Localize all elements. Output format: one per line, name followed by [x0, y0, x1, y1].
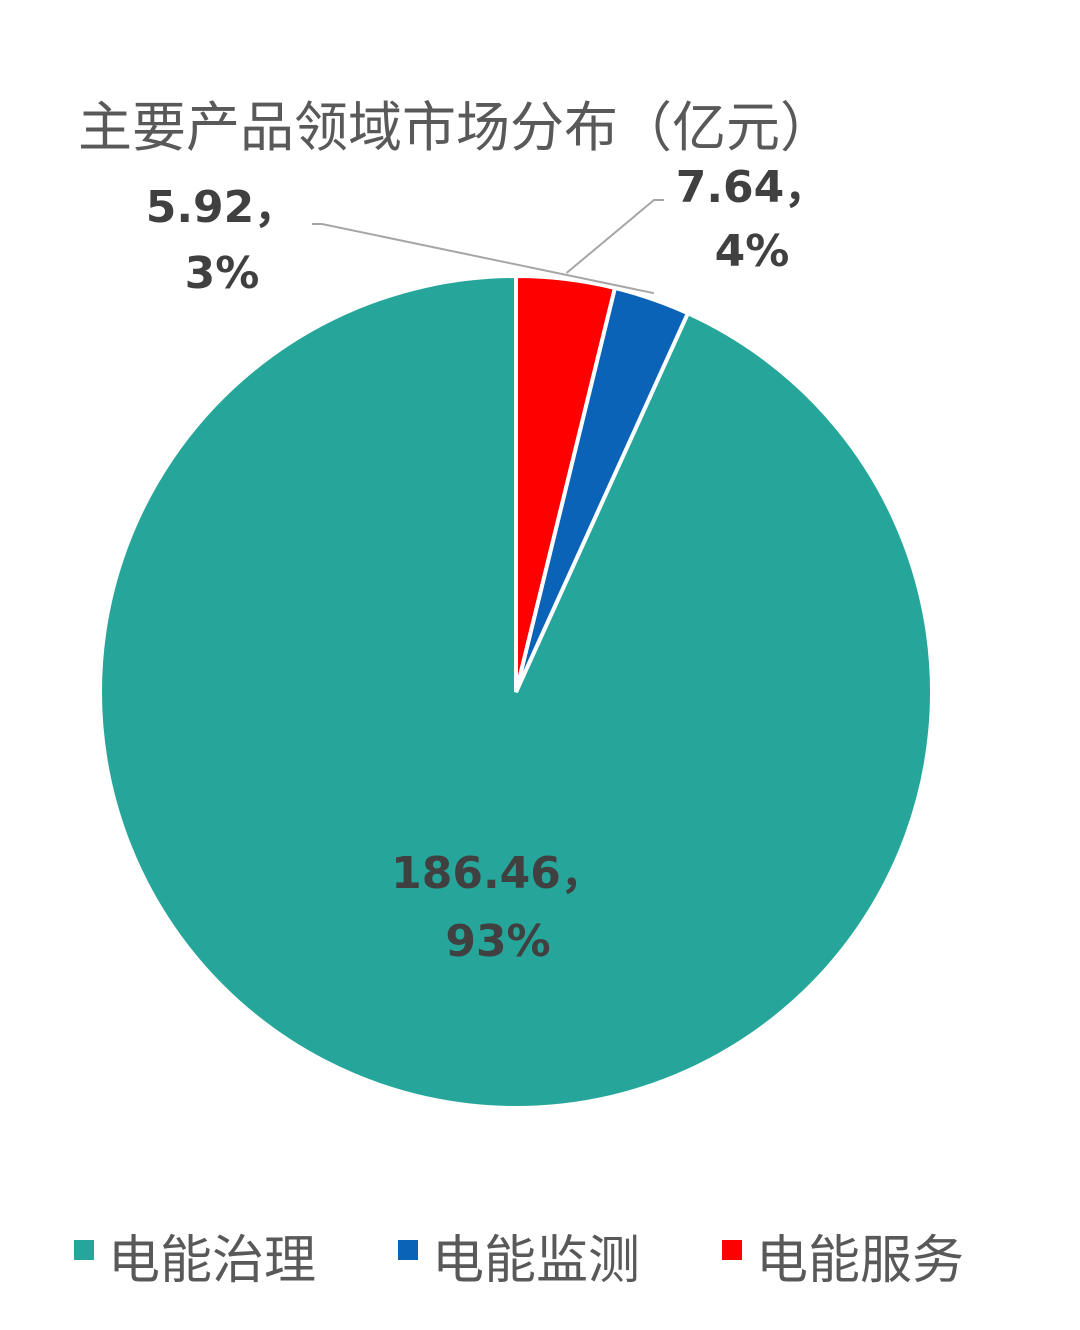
data-label-value-2: 7.64， [676, 162, 829, 213]
data-label-percent-2: 4% [715, 226, 790, 277]
leader-lines [312, 199, 664, 295]
data-label-percent-0: 93% [445, 916, 550, 967]
leader-line-1 [312, 223, 655, 295]
data-label-value-0: 186.46， [391, 848, 605, 899]
legend-label-1: 电能监测 [432, 1231, 640, 1291]
data-labels: 186.46， 93% 5.92， 3% 7.64， 4% [146, 162, 829, 967]
pie-slices [98, 273, 934, 1110]
pie-slice-2 [514, 273, 618, 693]
leader-line-2 [565, 199, 664, 274]
data-label-value-1: 5.92， [146, 182, 299, 233]
legend: 电能治理 电能监测 电能服务 [74, 1231, 964, 1291]
data-label-percent-1: 3% [185, 248, 260, 299]
legend-swatch-0 [74, 1240, 94, 1260]
legend-swatch-2 [722, 1240, 742, 1260]
legend-swatch-1 [398, 1240, 418, 1260]
legend-label-0: 电能治理 [108, 1231, 316, 1291]
legend-label-2: 电能服务 [756, 1231, 964, 1291]
chart-title: 主要产品领域市场分布（亿元） [78, 96, 834, 159]
